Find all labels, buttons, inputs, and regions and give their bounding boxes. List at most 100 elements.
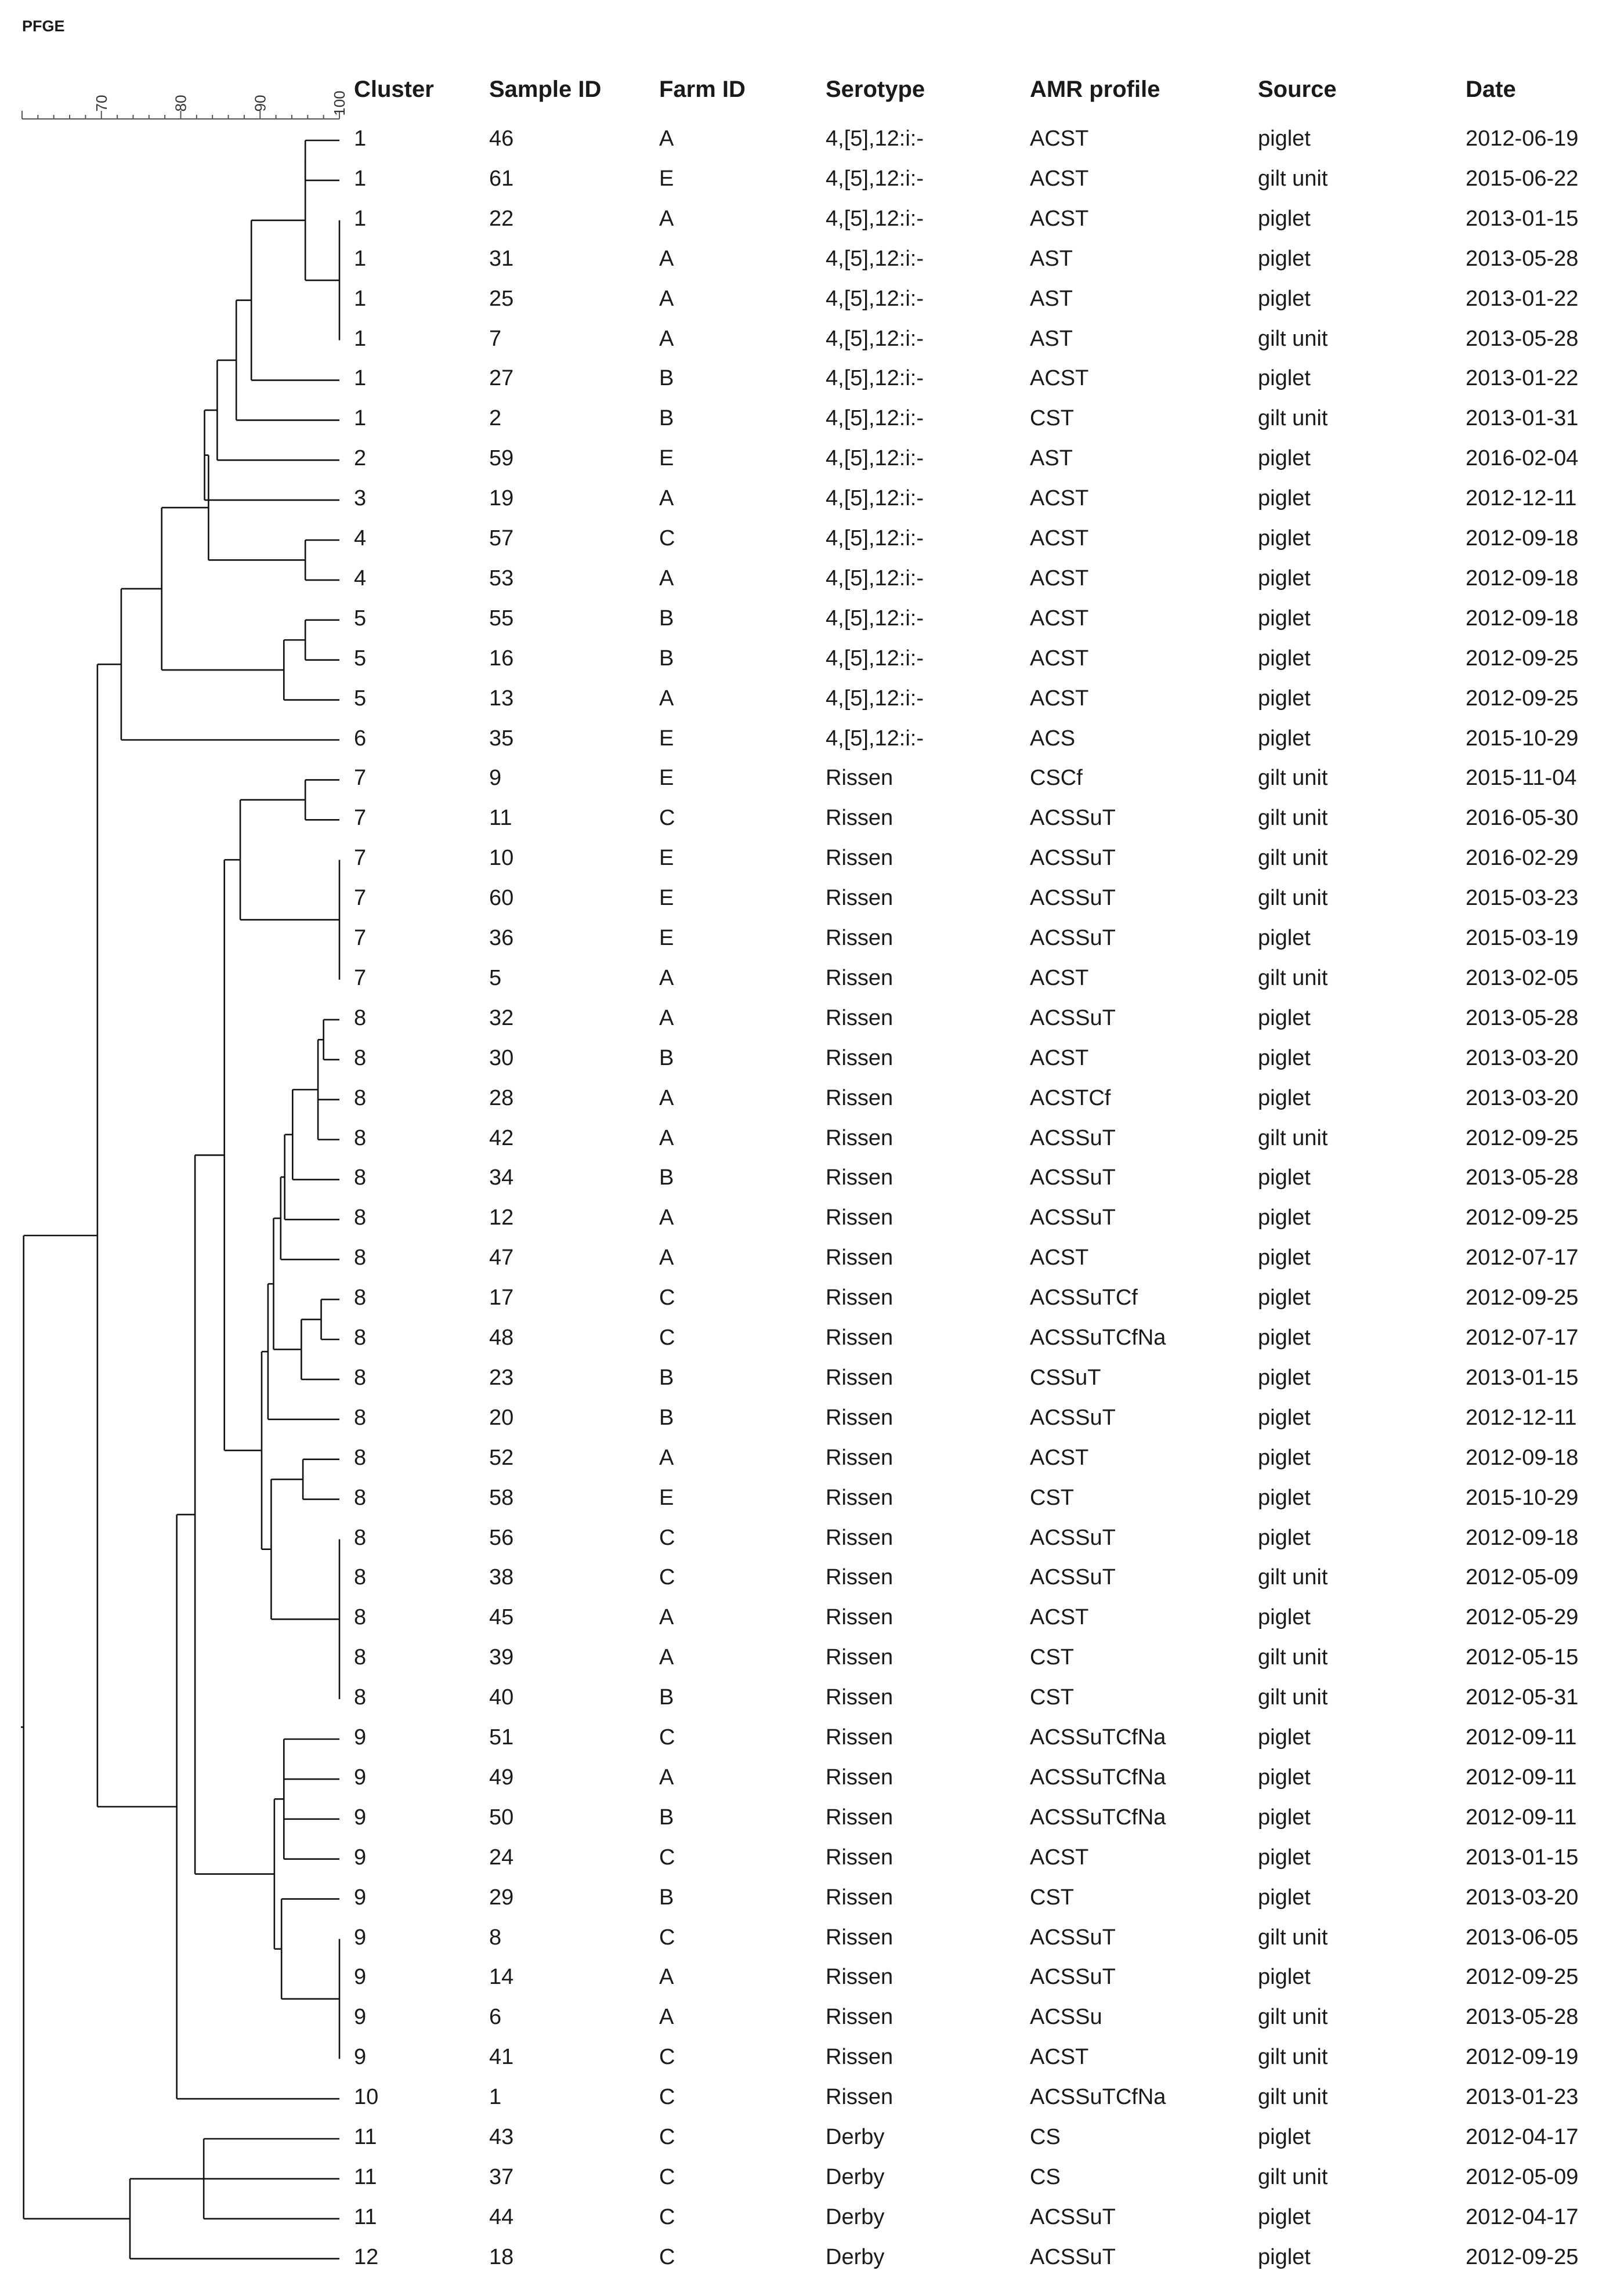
source-cell: piglet [1258, 1285, 1311, 1310]
amr-profile-cell: ACST [1030, 1605, 1089, 1630]
sample-id-cell: 48 [489, 1326, 514, 1350]
amr-profile-cell: AST [1030, 286, 1073, 311]
sample-id-cell: 11 [489, 806, 512, 831]
cluster-cell: 9 [354, 1765, 367, 1790]
cluster-cell: 9 [354, 1805, 367, 1830]
cluster-cell: 11 [354, 2125, 377, 2149]
date-cell: 2012-07-17 [1466, 1326, 1579, 1350]
source-cell: gilt unit [1258, 806, 1328, 831]
sample-id-cell: 34 [489, 1165, 514, 1190]
amr-profile-cell: CST [1030, 1645, 1074, 1670]
farm-id-cell: B [659, 1365, 674, 1390]
date-cell: 2015-10-29 [1466, 1485, 1579, 1510]
serotype-cell: Rissen [826, 1525, 894, 1550]
serotype-cell: Rissen [826, 886, 894, 911]
cluster-cell: 5 [354, 606, 367, 631]
cluster-cell: 1 [354, 406, 367, 431]
serotype-cell: 4,[5],12:i:- [826, 166, 924, 191]
serotype-cell: Rissen [826, 965, 894, 990]
farm-id-cell: A [659, 2005, 674, 2030]
source-cell: piglet [1258, 1885, 1311, 1910]
source-cell: gilt unit [1258, 1925, 1328, 1950]
sample-id-cell: 20 [489, 1405, 514, 1430]
farm-id-cell: C [659, 2164, 675, 2189]
cluster-cell: 8 [354, 1285, 367, 1310]
farm-id-cell: B [659, 1885, 674, 1910]
sample-id-cell: 25 [489, 286, 514, 311]
farm-id-cell: A [659, 1085, 674, 1110]
sample-id-cell: 50 [489, 1805, 514, 1830]
sample-id-cell: 24 [489, 1845, 514, 1870]
sample-id-cell: 36 [489, 926, 514, 950]
serotype-cell: Rissen [826, 1405, 894, 1430]
source-cell: piglet [1258, 1045, 1311, 1070]
farm-id-cell: B [659, 606, 674, 631]
serotype-cell: 4,[5],12:i:- [826, 366, 924, 391]
source-cell: piglet [1258, 1725, 1311, 1750]
source-cell: gilt unit [1258, 1565, 1328, 1590]
sample-id-cell: 28 [489, 1085, 514, 1110]
serotype-cell: Rissen [826, 1805, 894, 1830]
amr-profile-cell: ACST [1030, 686, 1089, 711]
date-cell: 2012-09-19 [1466, 2045, 1579, 2070]
farm-id-cell: B [659, 1805, 674, 1830]
amr-profile-cell: ACSSuTCfNa [1030, 1765, 1166, 1790]
amr-profile-cell: CSCf [1030, 766, 1083, 791]
sample-id-cell: 58 [489, 1485, 514, 1510]
cluster-cell: 8 [354, 1005, 367, 1030]
scale-tick-label: 100 [331, 90, 348, 115]
source-cell: gilt unit [1258, 2045, 1328, 2070]
sample-id-cell: 41 [489, 2045, 514, 2070]
serotype-cell: Rissen [826, 1326, 894, 1350]
amr-profile-cell: CSSuT [1030, 1365, 1101, 1390]
amr-profile-cell: CST [1030, 1485, 1074, 1510]
date-cell: 2013-02-05 [1466, 965, 1579, 990]
farm-id-cell: E [659, 886, 674, 911]
farm-id-cell: A [659, 1205, 674, 1230]
date-cell: 2012-09-18 [1466, 1525, 1579, 1550]
source-cell: piglet [1258, 686, 1311, 711]
sample-id-cell: 17 [489, 1285, 514, 1310]
sample-id-cell: 61 [489, 166, 514, 191]
sample-id-cell: 1 [489, 2085, 502, 2110]
date-cell: 2015-03-19 [1466, 926, 1579, 950]
date-cell: 2012-05-15 [1466, 1645, 1579, 1670]
cluster-cell: 7 [354, 886, 367, 911]
farm-id-cell: A [659, 246, 674, 271]
header-serotype: Serotype [826, 77, 925, 102]
source-cell: piglet [1258, 126, 1311, 151]
date-cell: 2012-09-25 [1466, 686, 1579, 711]
date-cell: 2012-05-09 [1466, 1565, 1579, 1590]
amr-profile-cell: ACST [1030, 366, 1089, 391]
farm-id-cell: A [659, 1125, 674, 1150]
cluster-cell: 8 [354, 1165, 367, 1190]
date-cell: 2012-09-18 [1466, 1445, 1579, 1470]
farm-id-cell: A [659, 1005, 674, 1030]
cluster-cell: 8 [354, 1525, 367, 1550]
date-cell: 2013-01-15 [1466, 1845, 1579, 1870]
source-cell: piglet [1258, 2125, 1311, 2149]
cluster-cell: 1 [354, 286, 367, 311]
sample-id-cell: 32 [489, 1005, 514, 1030]
date-cell: 2012-12-11 [1466, 486, 1577, 511]
source-cell: piglet [1258, 1845, 1311, 1870]
date-cell: 2012-09-25 [1466, 646, 1579, 671]
amr-profile-cell: ACSSuTCfNa [1030, 2085, 1166, 2110]
source-cell: piglet [1258, 206, 1311, 231]
header-cluster: Cluster [354, 77, 434, 102]
cluster-cell: 8 [354, 1485, 367, 1510]
header-amr-profile: AMR profile [1030, 77, 1160, 102]
amr-profile-cell: ACSSuT [1030, 1925, 1116, 1950]
scale-tick-label: 90 [251, 95, 269, 112]
farm-id-cell: C [659, 2204, 675, 2229]
farm-id-cell: C [659, 1326, 675, 1350]
header-farm-id: Farm ID [659, 77, 746, 102]
source-cell: piglet [1258, 1205, 1311, 1230]
source-cell: piglet [1258, 1445, 1311, 1470]
amr-profile-cell: ACSSuT [1030, 1165, 1116, 1190]
amr-profile-cell: ACSSuT [1030, 846, 1116, 871]
source-cell: piglet [1258, 1525, 1311, 1550]
source-cell: piglet [1258, 246, 1311, 271]
farm-id-cell: C [659, 2125, 675, 2149]
date-cell: 2012-09-25 [1466, 1205, 1579, 1230]
